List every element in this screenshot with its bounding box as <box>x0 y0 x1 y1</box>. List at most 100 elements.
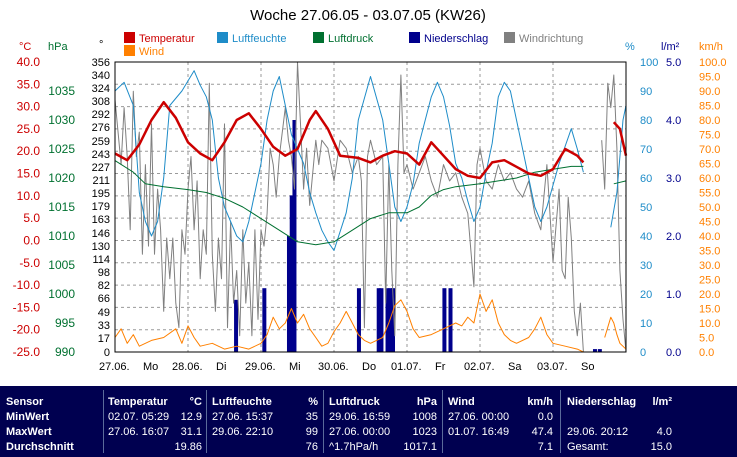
tick-label-humidity: 50 <box>640 202 652 214</box>
tick-label-direction: 340 <box>92 70 110 82</box>
tick-label-direction: 82 <box>98 280 110 292</box>
legend-swatch-temperatur <box>124 32 135 43</box>
tick-label-humidity: 100 <box>640 57 658 69</box>
tick-label-wind: 80.0 <box>699 115 720 127</box>
series-line-windrichtung <box>114 61 627 353</box>
tick-label-wind: 65.0 <box>699 159 720 171</box>
series-line-luftdruck <box>114 160 627 246</box>
tick-label-humidity: 30 <box>640 260 652 272</box>
min-temp-time: 02.07. 05:29 <box>108 411 170 423</box>
x-tick-day: Di <box>216 361 226 373</box>
x-tick-date: 29.06. <box>245 361 276 373</box>
max-rain-time: 29.06. 20:12 <box>567 426 629 438</box>
unit-direction: ° <box>99 39 103 51</box>
rain-bar <box>592 349 597 352</box>
avg-hum-value: 76 <box>305 441 318 453</box>
tick-label-wind: 100.0 <box>699 57 727 69</box>
unit-humidity: % <box>625 41 635 53</box>
tick-label-temperature: -15.0 <box>13 300 41 314</box>
x-tick-day: Do <box>362 361 376 373</box>
legend-swatch-windrichtung <box>504 32 515 43</box>
plot-frame <box>114 61 627 353</box>
tick-label-direction: 49 <box>98 307 110 319</box>
statistics-table: Sensor Temperatur °C Luftfeuchte % Luftd… <box>0 386 737 457</box>
chart-title: Woche 27.06.05 - 03.07.05 (KW26) <box>250 7 486 24</box>
max-rain-value: 4.0 <box>656 426 672 438</box>
avg-wind-value: 7.1 <box>537 441 553 453</box>
avg-press-trend: ^1.7hPa/h <box>329 441 379 453</box>
rain-bar <box>597 349 602 352</box>
max-hum-value: 99 <box>305 426 318 438</box>
header-rain-unit: l/m² <box>652 396 672 408</box>
tick-label-rain: 1.0 <box>666 289 681 301</box>
unit-rain: l/m² <box>661 41 680 53</box>
max-wind-value: 47.4 <box>531 426 553 438</box>
avg-rain-label: Gesamt: <box>567 441 609 453</box>
tick-label-wind: 50.0 <box>699 202 720 214</box>
tick-label-temperature: 20.0 <box>17 144 41 158</box>
max-temp-value: 31.1 <box>180 426 202 438</box>
legend: Temperatur Wind Luftfeuchte Luftdruck Ni… <box>124 32 583 58</box>
legend-label-luftdruck: Luftdruck <box>328 33 374 45</box>
unit-temperature: °C <box>19 41 31 53</box>
tick-label-pressure: 1030 <box>48 113 75 127</box>
tick-label-pressure: 995 <box>55 316 75 330</box>
header-temperatur: Temperatur <box>108 396 168 408</box>
tick-label-rain: 0.0 <box>666 347 681 359</box>
tick-label-temperature: 30.0 <box>17 100 41 114</box>
tick-label-direction: 259 <box>92 136 110 148</box>
tick-label-direction: 66 <box>98 293 110 305</box>
tick-label-direction: 211 <box>92 175 110 187</box>
min-hum-value: 35 <box>305 411 318 423</box>
tick-label-temperature: -25.0 <box>13 345 41 359</box>
rain-bar <box>379 288 384 352</box>
x-tick-day: Mo <box>143 361 158 373</box>
header-press-unit: hPa <box>416 396 437 408</box>
rain-bar <box>356 288 361 352</box>
tick-label-direction: 195 <box>92 188 110 200</box>
header-wind: Wind <box>448 396 475 408</box>
min-wind-value: 0.0 <box>537 411 553 423</box>
header-luftdruck: Luftdruck <box>329 396 380 408</box>
header-sensor: Sensor <box>6 396 44 408</box>
min-wind-time: 27.06. 00:00 <box>448 411 510 423</box>
x-tick-date: 02.07. <box>464 361 495 373</box>
tick-label-pressure: 990 <box>55 345 75 359</box>
tick-label-direction: 276 <box>92 122 110 134</box>
tick-label-temperature: 10.0 <box>17 189 41 203</box>
rain-bar <box>442 288 447 352</box>
tick-label-direction: 163 <box>92 214 110 226</box>
tick-label-direction: 98 <box>98 267 110 279</box>
max-press-time: 27.06. 00:00 <box>329 426 391 438</box>
max-hum-time: 29.06. 22:10 <box>212 426 274 438</box>
tick-label-temperature: 0.0 <box>23 233 40 247</box>
tick-label-wind: 75.0 <box>699 130 720 142</box>
axis-ticks: 40.0 35.0 30.0 25.0 20.0 15.0 10.0 5.0 0.0 -5.0 -1… <box>13 55 727 359</box>
tick-label-humidity: 20 <box>640 289 652 301</box>
x-tick-day: Sa <box>508 361 522 373</box>
tick-label-direction: 179 <box>92 201 110 213</box>
tick-label-humidity: 0 <box>640 347 646 359</box>
max-temp-time: 27.06. 16:07 <box>108 426 170 438</box>
tick-label-wind: 30.0 <box>699 260 720 272</box>
tick-label-temperature: 5.0 <box>23 211 40 225</box>
tick-label-direction: 292 <box>92 109 110 121</box>
rain-bar <box>385 288 390 352</box>
min-hum-time: 27.06. 15:37 <box>212 411 274 423</box>
tick-label-temperature: -10.0 <box>13 278 41 292</box>
unit-wind: km/h <box>699 41 723 53</box>
legend-swatch-luftfeuchte <box>217 32 228 43</box>
rain-bar <box>391 288 396 352</box>
tick-label-humidity: 70 <box>640 144 652 156</box>
tick-label-direction: 324 <box>92 83 110 95</box>
series-lines <box>114 61 628 353</box>
x-tick-date: 30.06. <box>318 361 349 373</box>
tick-label-direction: 243 <box>92 149 110 161</box>
x-tick-date: 27.06. <box>99 361 130 373</box>
tick-label-wind: 95.0 <box>699 72 720 84</box>
tick-label-rain: 2.0 <box>666 231 681 243</box>
legend-label-temperatur: Temperatur <box>139 33 195 45</box>
rain-bar <box>376 288 381 352</box>
tick-label-humidity: 60 <box>640 173 652 185</box>
min-temp-value: 12.9 <box>180 411 202 423</box>
